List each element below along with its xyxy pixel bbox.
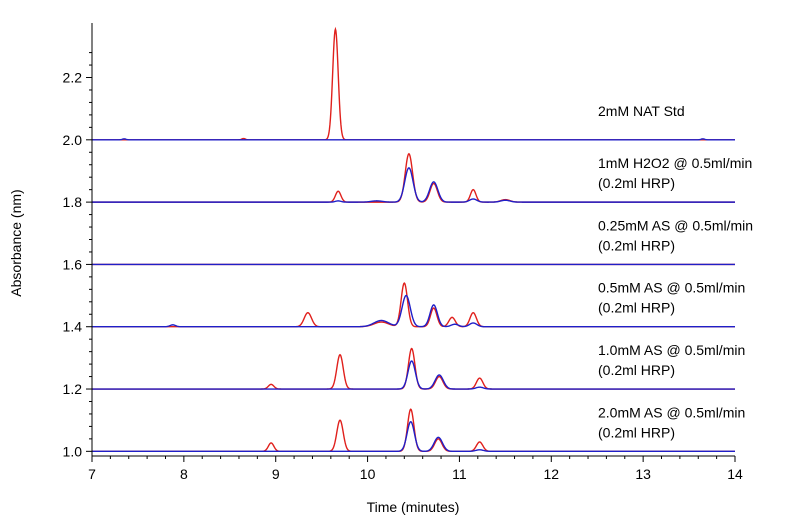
blue-series-line [92, 294, 735, 328]
trace-group [92, 347, 735, 390]
trace-group [92, 282, 735, 328]
y-axis-title: Absorbance (nm) [8, 189, 24, 296]
y-tick-label: 1.4 [63, 319, 83, 335]
trace-label-line: 0.25mM AS @ 0.5ml/min [598, 217, 753, 233]
trace-label-line: (0.2ml HRP) [598, 362, 675, 378]
trace-label: 0.25mM AS @ 0.5ml/min (0.2ml HRP) [598, 217, 753, 253]
trace-label: 2mM NAT Std [598, 103, 685, 119]
trace-label: 2.0mM AS @ 0.5ml/min (0.2ml HRP) [598, 404, 745, 440]
label-layer: 2mM NAT Std 1mM H2O2 @ 0.5ml/min (0.2ml HR… [598, 103, 753, 440]
trace-label-line: (0.2ml HRP) [598, 175, 675, 191]
x-tick-label: 11 [452, 466, 467, 482]
trace-label: 1.0mM AS @ 0.5ml/min (0.2ml HRP) [598, 342, 745, 378]
x-tick-label: 8 [180, 466, 188, 482]
trace-label-line: 0.5mM AS @ 0.5ml/min [598, 280, 745, 296]
x-axis-title: Time (minutes) [367, 499, 460, 515]
trace-label-line: 2.0mM AS @ 0.5ml/min [598, 404, 745, 420]
x-tick-label: 12 [543, 466, 559, 482]
trace-label-line: 2mM NAT Std [598, 103, 685, 119]
y-tick-label: 1.6 [63, 256, 83, 272]
trace-label: 0.5mM AS @ 0.5ml/min (0.2ml HRP) [598, 280, 745, 316]
y-tick-label: 1.0 [63, 443, 83, 459]
y-tick-label: 1.2 [63, 381, 83, 397]
trace-label-line: 1mM H2O2 @ 0.5ml/min [598, 155, 752, 171]
y-tick-label: 1.8 [63, 194, 83, 210]
blue-series-line [92, 360, 735, 390]
x-tick-label: 14 [727, 466, 743, 482]
trace-label-line: (0.2ml HRP) [598, 237, 675, 253]
trace-label-line: 1.0mM AS @ 0.5ml/min [598, 342, 745, 358]
trace-group [92, 408, 735, 453]
trace-label-line: (0.2ml HRP) [598, 424, 675, 440]
red-series-line [92, 26, 735, 141]
trace-label: 1mM H2O2 @ 0.5ml/min (0.2ml HRP) [598, 155, 752, 191]
axes-layer: 7 8 9 10 11 12 13 14 1.0 1.2 1.4 1.6 1.8 2.0 2.2 [63, 23, 743, 482]
x-tick-label: 7 [88, 466, 96, 482]
x-tick-label: 9 [272, 466, 280, 482]
blue-series-line [92, 167, 735, 203]
series-layer [92, 26, 735, 453]
blue-series-line [92, 420, 735, 453]
blue-series-line [92, 138, 735, 141]
x-tick-label: 10 [360, 466, 376, 482]
x-tick-label: 13 [635, 466, 651, 482]
trace-label-line: (0.2ml HRP) [598, 300, 675, 316]
trace-group [92, 152, 735, 203]
y-tick-label: 2.2 [63, 70, 83, 86]
trace-group [92, 26, 735, 141]
y-tick-label: 2.0 [63, 132, 83, 148]
